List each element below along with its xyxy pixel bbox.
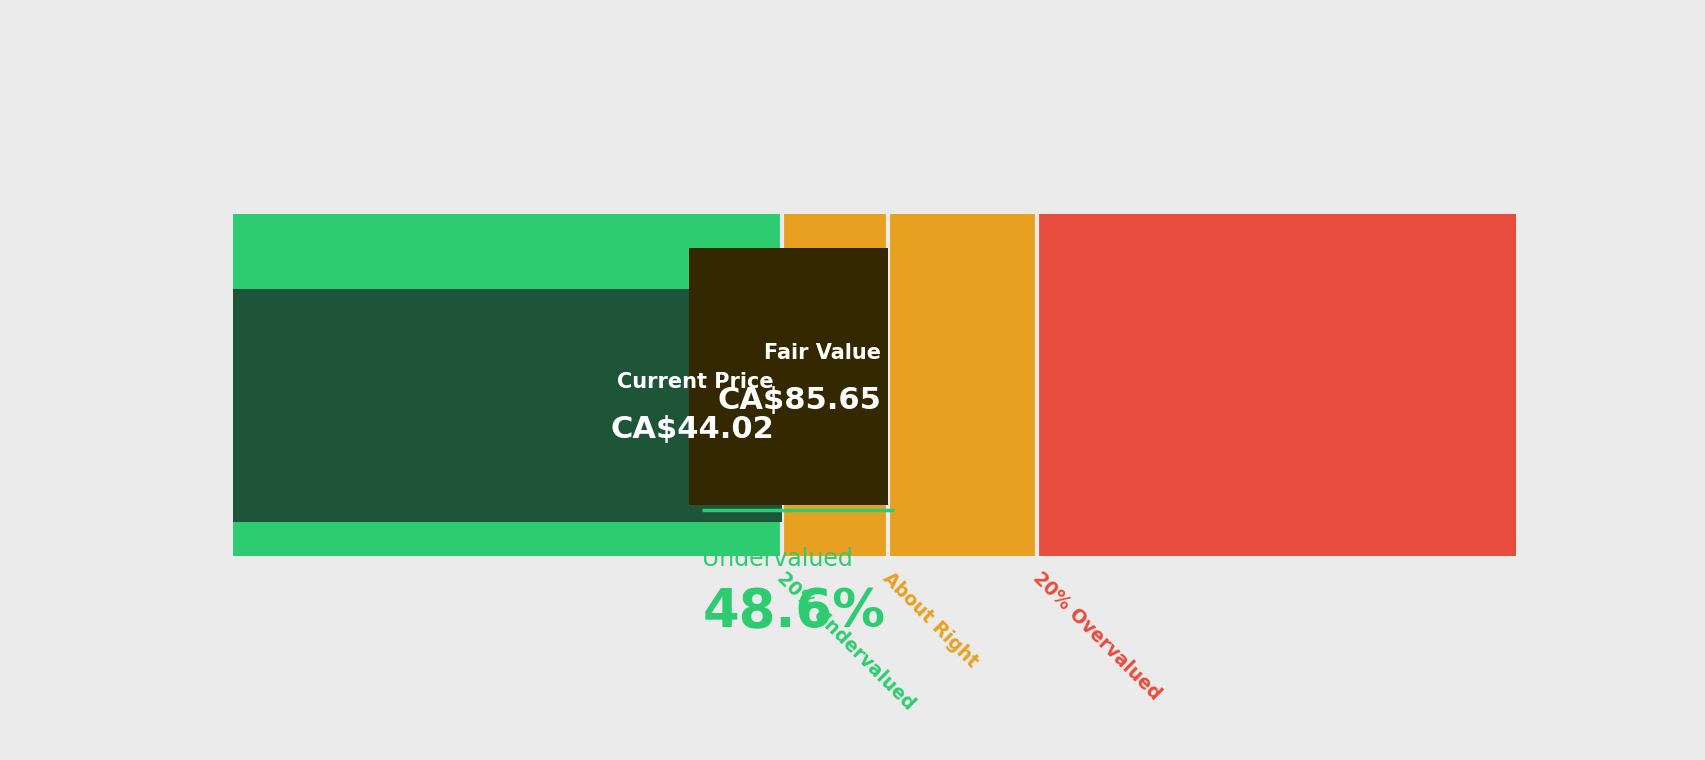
Bar [689,249,887,505]
Bar [234,358,781,413]
Text: About Right: About Right [878,568,982,671]
Text: Fair Value: Fair Value [764,343,880,363]
Bar [1037,214,1514,556]
Text: 20% Overvalued: 20% Overvalued [1028,568,1163,704]
Text: 48.6%: 48.6% [702,586,885,638]
Text: Undervalued: Undervalued [702,547,852,572]
Bar [234,214,781,556]
Text: CA$44.02: CA$44.02 [610,415,774,445]
Text: CA$85.65: CA$85.65 [716,386,880,415]
Bar [781,214,887,556]
Bar [234,290,781,522]
Text: Current Price: Current Price [617,372,774,392]
Bar [887,214,1037,556]
Text: 20% Undervalued: 20% Undervalued [772,568,919,714]
